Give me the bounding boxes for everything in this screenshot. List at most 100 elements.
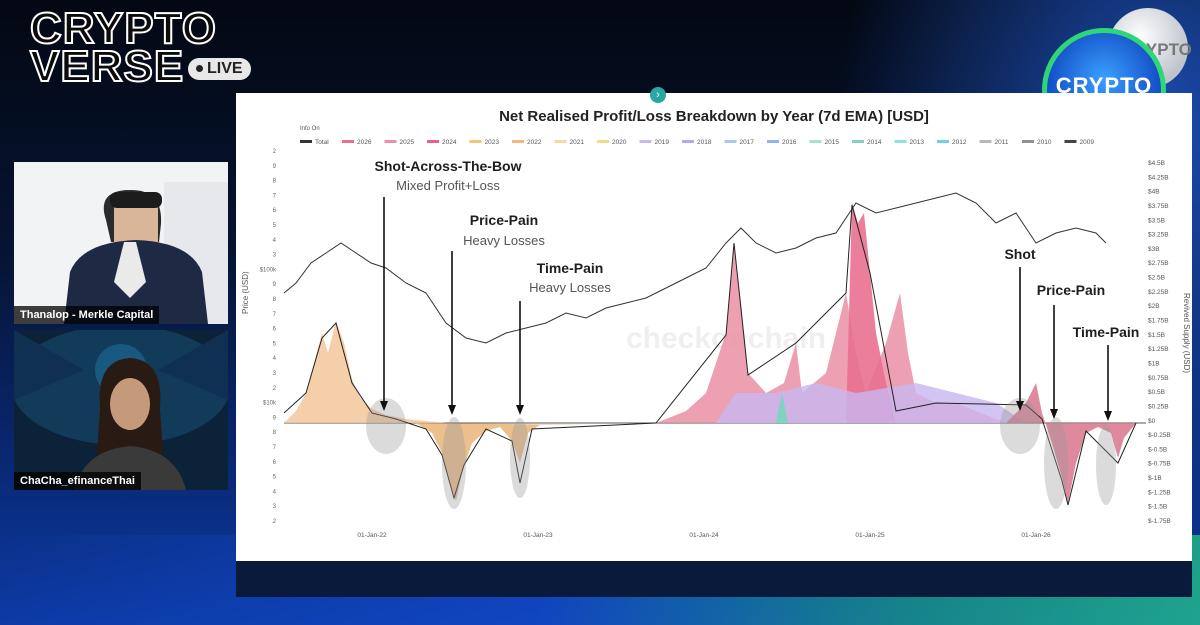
total-line [283, 204, 1137, 506]
svg-text:2010: 2010 [1037, 139, 1052, 146]
right-axis-tick: $4B [1148, 189, 1160, 196]
left-axis-tick: 6 [273, 208, 277, 214]
participant-1-name: Thanalop - Merkle Capital [14, 306, 160, 324]
right-axis-tick: $4.5B [1148, 160, 1165, 167]
legend-item-2009[interactable]: 2009 [1064, 139, 1095, 146]
left-axis-tick: 6 [273, 460, 277, 466]
left-axis-tick: 2 [273, 149, 277, 155]
svg-text:2021: 2021 [570, 139, 585, 146]
right-axis-tick: $2.75B [1148, 260, 1169, 267]
left-axis-tick: 7 [273, 312, 277, 318]
legend-item-2016[interactable]: 2016 [767, 139, 797, 146]
left-axis-tick: 7 [273, 445, 277, 451]
crypto-verse-logo: CRYPTO VERSE [29, 6, 217, 91]
svg-text:2011: 2011 [995, 139, 1009, 146]
legend-item-2024[interactable]: 2024 [427, 139, 457, 146]
svg-text:2020: 2020 [612, 139, 627, 146]
svg-text:Price-Pain: Price-Pain [470, 212, 538, 228]
right-axis-tick: $3.25B [1148, 232, 1169, 239]
right-axis-tick: $-1B [1148, 475, 1162, 482]
svg-text:2012: 2012 [952, 139, 967, 146]
left-axis-tick: 6 [273, 327, 277, 333]
legend-item-2023[interactable]: 2023 [469, 139, 500, 146]
left-axis-tick: 5 [273, 475, 277, 481]
left-axis-tick: 5 [273, 223, 277, 229]
net-realised-pl-chart: Net Realised Profit/Loss Breakdown by Ye… [241, 108, 1191, 539]
right-axis-tick: $0.75B [1148, 375, 1169, 382]
right-axis-tick: $2B [1148, 303, 1160, 310]
svg-text:2016: 2016 [782, 139, 797, 146]
right-axis: $4.5B $4.25B $4B $3.75B $3.5B $3.25B $3B $2.75B… [1148, 160, 1171, 525]
price-line [283, 192, 1107, 344]
legend-item-2014[interactable]: 2014 [852, 139, 882, 146]
right-axis-tick: $1.5B [1148, 332, 1165, 339]
info-icon[interactable]: › [650, 87, 666, 103]
legend-item-2025[interactable]: 2025 [384, 139, 415, 146]
left-axis-tick: 8 [273, 297, 277, 303]
legend-item-2021[interactable]: 2021 [554, 139, 585, 146]
legend-item-2012[interactable]: 2012 [937, 139, 967, 146]
right-axis-title: Revived Supply (USD) [1182, 293, 1191, 373]
svg-text:2026: 2026 [357, 139, 372, 146]
legend-item-2015[interactable]: 2015 [809, 139, 840, 146]
svg-text:2013: 2013 [910, 139, 925, 146]
right-axis-tick: $3B [1148, 246, 1160, 253]
left-axis-tick: 3 [273, 253, 277, 259]
participant-1-image [14, 162, 228, 324]
right-axis-tick: $1.75B [1148, 318, 1169, 325]
info-toggle[interactable]: Info On [300, 126, 320, 132]
annotation-time-pain: Time-Pain Heavy Losses [516, 260, 611, 415]
right-axis-tick: $3.5B [1148, 217, 1165, 224]
legend-item-2011[interactable]: 2011 [979, 139, 1009, 146]
left-axis-tick: 4 [273, 489, 277, 495]
chart-title: Net Realised Profit/Loss Breakdown by Ye… [499, 108, 929, 125]
participant-2-name: ChaCha_efinanceThai [14, 472, 141, 490]
right-axis-tick: $4.25B [1148, 174, 1169, 181]
annotation-price-pain: Price-Pain Heavy Losses [448, 212, 545, 415]
svg-text:Shot: Shot [1004, 246, 1035, 262]
left-axis: 2 9 8 7 6 5 4 3 $100k 9 8 7 6 5 4 3 2 $10k 9 8 7 6 5 4 3 2 [260, 149, 277, 525]
svg-text:Time-Pain: Time-Pain [1073, 324, 1140, 340]
left-axis-title: Price (USD) [241, 271, 250, 314]
chart-card-footer [236, 561, 1192, 597]
x-axis-tick: 01-Jan-25 [855, 532, 885, 539]
right-axis-tick: $-1.75B [1148, 518, 1171, 525]
svg-text:Mixed Profit+Loss: Mixed Profit+Loss [396, 178, 500, 193]
right-axis-tick: $-1.5B [1148, 504, 1167, 511]
svg-text:Heavy Losses: Heavy Losses [529, 280, 611, 295]
left-axis-tick: 8 [273, 430, 277, 436]
legend-item-2013[interactable]: 2013 [894, 139, 925, 146]
x-axis-tick: 01-Jan-24 [689, 532, 719, 539]
left-axis-tick: 2 [273, 519, 277, 525]
svg-text:Shot-Across-The-Bow: Shot-Across-The-Bow [375, 158, 522, 174]
left-axis-tick: 5 [273, 341, 277, 347]
left-axis-tick: 4 [273, 238, 277, 244]
legend-item-2019[interactable]: 2019 [639, 139, 670, 146]
right-axis-tick: $-0.25B [1148, 432, 1171, 439]
svg-text:Price-Pain: Price-Pain [1037, 282, 1105, 298]
revived-supply-areas [284, 203, 1136, 503]
right-axis-tick: $2.5B [1148, 275, 1165, 282]
legend-item-2017[interactable]: 2017 [724, 139, 755, 146]
legend-item-2026[interactable]: 2026 [342, 139, 372, 146]
svg-text:2017: 2017 [740, 139, 755, 146]
annotation-shot-across-the-bow: Shot-Across-The-Bow Mixed Profit+Loss [375, 158, 522, 411]
chart-legend: Total 2026 2025 2024 2023 2022 2021 2020 2019 201… [300, 139, 1094, 146]
legend-item-2010[interactable]: 2010 [1022, 139, 1052, 146]
x-axis-tick: 01-Jan-23 [523, 532, 553, 539]
annotation-shot: Shot [1004, 246, 1036, 411]
live-label: LIVE [207, 60, 243, 77]
logo-line-2: VERSE [29, 42, 185, 91]
left-axis-tick: 3 [273, 504, 277, 510]
legend-item-2018[interactable]: 2018 [682, 139, 712, 146]
left-axis-tick: 8 [273, 179, 277, 185]
legend-item-2022[interactable]: 2022 [512, 139, 542, 146]
left-axis-tick: 9 [273, 415, 277, 421]
participant-video-1: Thanalop - Merkle Capital [14, 162, 228, 324]
svg-text:2025: 2025 [400, 139, 415, 146]
annotation-price-pain: Price-Pain [1037, 282, 1105, 419]
svg-text:Heavy Losses: Heavy Losses [463, 233, 545, 248]
legend-item-total[interactable]: Total [300, 139, 329, 146]
right-axis-tick: $2.25B [1148, 289, 1169, 296]
legend-item-2020[interactable]: 2020 [597, 139, 627, 146]
